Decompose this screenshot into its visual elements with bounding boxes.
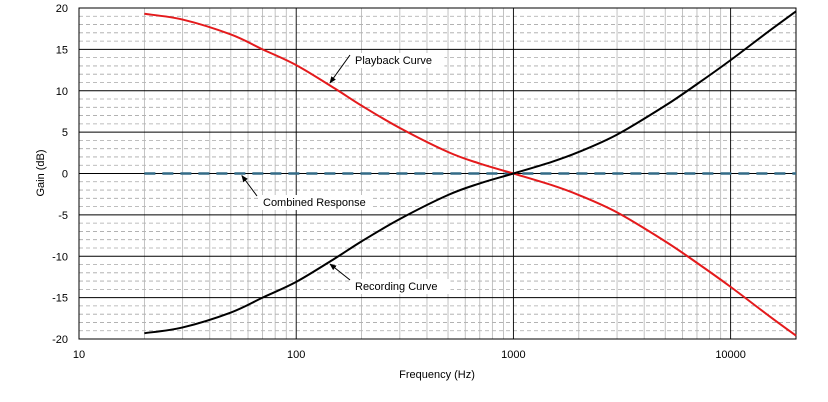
- y-tick-labels: 20 15 10 5 0 -5 -10 -15 -20: [52, 3, 68, 346]
- playback-curve-line: [144, 12, 797, 337]
- x-tick-labels: 10 100 1000 10000: [73, 349, 746, 361]
- recording-curve-line: [144, 10, 797, 335]
- y-tick-label: -10: [52, 251, 68, 263]
- minor-grid: [79, 8, 796, 339]
- playback-curve-label-bg: [351, 53, 445, 68]
- y-tick-label: -15: [52, 293, 68, 305]
- x-tick-label: 100: [287, 349, 305, 361]
- y-tick-label: -5: [58, 210, 68, 222]
- x-tick-label: 10: [73, 349, 85, 361]
- annotations: Playback Curve Combined Response Recording…: [241, 53, 451, 294]
- y-tick-label: 10: [56, 86, 68, 98]
- combined-response-label-bg: [259, 195, 371, 210]
- recording-curve-label-bg: [351, 279, 451, 294]
- playback-curve-label: Playback Curve: [355, 55, 432, 67]
- recording-curve-arrow: [329, 263, 351, 281]
- x-tick-label: 1000: [501, 349, 525, 361]
- combined-response-label: Combined Response: [263, 197, 366, 209]
- y-axis-title: Gain (dB): [35, 149, 47, 196]
- combined-response-arrow: [241, 174, 258, 197]
- series-layer: [144, 10, 797, 337]
- x-tick-label: 10000: [715, 349, 746, 361]
- y-tick-label: -20: [52, 334, 68, 346]
- x-axis-title: Frequency (Hz): [399, 369, 475, 381]
- playback-curve-arrow: [329, 54, 351, 84]
- y-tick-label: 5: [62, 127, 68, 139]
- y-tick-label: 15: [56, 44, 68, 56]
- y-tick-label: 0: [62, 169, 68, 181]
- y-tick-label: 20: [56, 3, 68, 15]
- recording-curve-label: Recording Curve: [355, 281, 438, 293]
